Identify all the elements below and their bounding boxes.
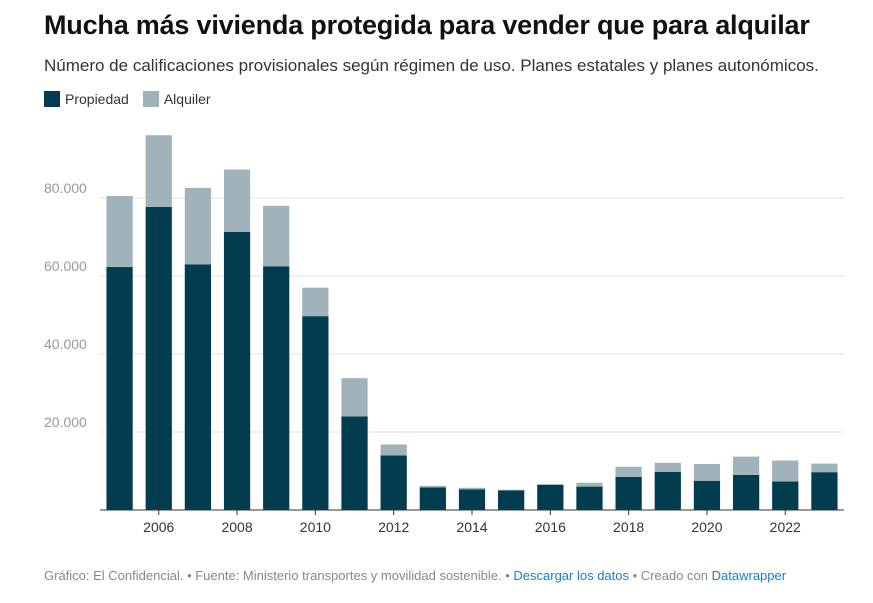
bar-propiedad-2008 bbox=[223, 231, 251, 510]
bar-propiedad-2014 bbox=[458, 489, 486, 510]
download-data-link[interactable]: Descargar los datos bbox=[513, 568, 630, 583]
x-tick-label: 2010 bbox=[300, 519, 331, 535]
bar-alquiler-2014 bbox=[458, 487, 486, 490]
x-tick-label: 2012 bbox=[378, 519, 409, 535]
bar-propiedad-2016 bbox=[537, 484, 564, 510]
x-tick-label: 2022 bbox=[770, 519, 801, 535]
y-tick-label: 20.000 bbox=[44, 414, 87, 430]
bar-alquiler-2017 bbox=[576, 482, 603, 487]
bar-alquiler-2008 bbox=[223, 169, 251, 232]
bar-propiedad-2010 bbox=[302, 316, 329, 510]
bar-propiedad-2023 bbox=[811, 472, 838, 510]
bar-propiedad-2018 bbox=[615, 476, 642, 510]
bar-propiedad-2022 bbox=[772, 481, 799, 510]
bar-alquiler-2018 bbox=[615, 466, 642, 477]
bar-propiedad-2013 bbox=[419, 487, 446, 510]
bar-propiedad-2021 bbox=[732, 474, 760, 510]
bar-propiedad-2007 bbox=[184, 264, 212, 510]
legend: Propiedad Alquiler bbox=[44, 91, 211, 107]
bar-propiedad-2011 bbox=[341, 416, 368, 510]
bar-alquiler-2009 bbox=[263, 205, 290, 267]
bar-propiedad-2019 bbox=[654, 471, 681, 510]
bar-alquiler-2006 bbox=[145, 135, 172, 207]
legend-item-alquiler: Alquiler bbox=[142, 91, 211, 107]
stacked-bar-chart: 20.000 40.000 60.000 80.000 2006 2008 2010 201… bbox=[44, 135, 844, 535]
bar-alquiler-2019 bbox=[654, 462, 681, 472]
legend-label-propiedad: Propiedad bbox=[65, 91, 129, 107]
footer: Gráfico: El Confidencial. • Fuente: Mini… bbox=[44, 568, 786, 583]
bar-propiedad-2006 bbox=[145, 206, 172, 510]
bar-propiedad-2009 bbox=[263, 266, 290, 510]
legend-label-alquiler: Alquiler bbox=[163, 91, 211, 107]
legend-item-propiedad: Propiedad bbox=[44, 91, 129, 107]
y-tick-label: 40.000 bbox=[44, 336, 87, 352]
x-tick-label: 2018 bbox=[613, 519, 644, 535]
legend-swatch-propiedad bbox=[44, 91, 60, 107]
bar-alquiler-2013 bbox=[419, 485, 446, 488]
x-tick-label: 2006 bbox=[143, 519, 174, 535]
chart-title: Mucha más vivienda protegida para vender… bbox=[44, 10, 810, 40]
x-tick-label: 2014 bbox=[456, 519, 487, 535]
bar-alquiler-2023 bbox=[811, 463, 838, 473]
datawrapper-link[interactable]: Datawrapper bbox=[711, 568, 787, 583]
chart-subtitle: Número de calificaciones provisionales s… bbox=[44, 56, 819, 75]
x-tick-label: 2016 bbox=[535, 519, 566, 535]
bar-alquiler-2020 bbox=[693, 463, 721, 481]
bar-propiedad-2020 bbox=[693, 480, 721, 510]
bar-alquiler-2012 bbox=[380, 444, 407, 456]
footer-source: Gráfico: El Confidencial. • Fuente: Mini… bbox=[44, 568, 510, 583]
bars bbox=[106, 135, 838, 510]
y-tick-label: 60.000 bbox=[44, 258, 87, 274]
bar-alquiler-2005 bbox=[106, 196, 133, 268]
x-tick-label: 2008 bbox=[221, 519, 252, 535]
y-tick-label: 80.000 bbox=[44, 180, 87, 196]
bar-propiedad-2015 bbox=[498, 490, 525, 510]
bar-alquiler-2010 bbox=[302, 287, 329, 317]
footer-created: • Creado con bbox=[632, 568, 709, 583]
bar-propiedad-2012 bbox=[380, 455, 407, 510]
bar-alquiler-2021 bbox=[732, 456, 760, 475]
bar-alquiler-2022 bbox=[772, 460, 799, 482]
bar-alquiler-2011 bbox=[341, 378, 368, 417]
legend-swatch-alquiler bbox=[142, 91, 159, 107]
bar-alquiler-2015 bbox=[498, 489, 525, 491]
gridlines: 20.000 40.000 60.000 80.000 bbox=[44, 180, 844, 433]
bar-propiedad-2017 bbox=[576, 486, 603, 510]
axes: 2006 2008 2010 2012 2014 2016 2018 2020 2022 bbox=[100, 509, 844, 535]
x-tick-label: 2020 bbox=[691, 519, 722, 535]
bar-propiedad-2005 bbox=[106, 267, 133, 510]
bar-alquiler-2007 bbox=[184, 187, 212, 265]
